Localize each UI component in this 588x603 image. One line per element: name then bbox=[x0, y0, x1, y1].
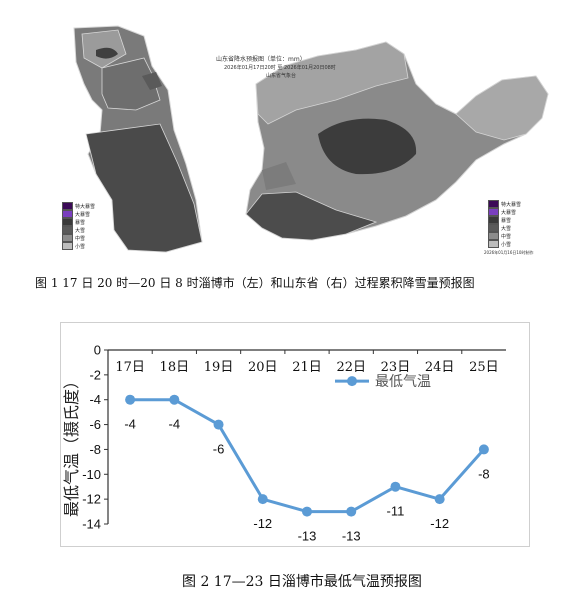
legend-item: 大雪 bbox=[62, 226, 95, 234]
legend-item: 特大暴雪 bbox=[62, 202, 95, 210]
legend-label: 大雪 bbox=[75, 227, 86, 234]
x-tick-label: 17日 bbox=[115, 360, 145, 375]
x-tick-label: 24日 bbox=[425, 360, 455, 375]
series-line bbox=[130, 398, 486, 514]
zibo-map bbox=[73, 25, 203, 253]
data-label: -12 bbox=[253, 516, 272, 531]
legend-label: 小雪 bbox=[501, 241, 512, 248]
x-tick-label: 21日 bbox=[292, 360, 322, 375]
map-issue-time: 2026年01月16日10时制作 bbox=[484, 250, 534, 255]
y-tick-label: -10 bbox=[82, 467, 101, 482]
y-tick-label: -8 bbox=[89, 442, 101, 457]
legend-label: 大雪 bbox=[501, 225, 512, 232]
y-tick-label: -14 bbox=[82, 517, 101, 532]
data-label: -6 bbox=[213, 442, 225, 457]
data-label: -12 bbox=[430, 516, 449, 531]
legend-label: 特大暴雪 bbox=[75, 203, 96, 210]
x-tick-label: 23日 bbox=[381, 360, 411, 375]
data-point bbox=[390, 481, 401, 492]
legend-swatch bbox=[488, 216, 499, 224]
x-tick-label: 25日 bbox=[469, 360, 499, 375]
data-label: -4 bbox=[169, 417, 181, 432]
legend-swatch bbox=[488, 208, 499, 216]
y-tick-label: -2 bbox=[89, 367, 101, 382]
data-point bbox=[213, 419, 224, 430]
data-point bbox=[434, 494, 445, 505]
min-temperature-line-chart: 0 -2 -4 -6 -8 -10 -12 -14 17日 18日 19日 20日 21日 22日 23日 2… bbox=[62, 343, 506, 544]
data-label: -4 bbox=[124, 417, 136, 432]
legend-swatch bbox=[62, 210, 73, 218]
data-point bbox=[125, 394, 136, 405]
x-tick-label: 22日 bbox=[336, 360, 366, 375]
legend-item: 大暴雪 bbox=[488, 208, 521, 216]
legend-label: 小雪 bbox=[75, 243, 86, 250]
legend-swatch bbox=[62, 242, 73, 250]
y-tick-label: -12 bbox=[82, 492, 101, 507]
figure-2-chart: 0 -2 -4 -6 -8 -10 -12 -14 17日 18日 19日 20日 21日 22日 23日 2… bbox=[60, 322, 530, 547]
data-label: -13 bbox=[298, 529, 317, 544]
shandong-map bbox=[245, 41, 549, 241]
legend-item: 暴雪 bbox=[62, 218, 95, 226]
data-point bbox=[302, 506, 312, 517]
legend-swatch bbox=[62, 202, 73, 210]
y-axis-title: 最低气温（摄氏度） bbox=[62, 373, 81, 517]
legend-label: 暴雪 bbox=[75, 219, 86, 226]
snowfall-maps bbox=[73, 25, 549, 253]
legend-swatch bbox=[488, 232, 499, 240]
legend-label: 暴雪 bbox=[501, 217, 512, 224]
legend-swatch bbox=[488, 224, 499, 232]
legend-label: 大暴雪 bbox=[75, 211, 91, 218]
x-tick-label: 18日 bbox=[160, 360, 190, 375]
data-label: -13 bbox=[342, 529, 361, 544]
data-label: -11 bbox=[387, 504, 405, 519]
figure-1-maps: 山东省降水预报图（单位：mm） 2026年01月17日20时 至 2026年01… bbox=[56, 14, 552, 260]
y-tick-label: -4 bbox=[89, 392, 101, 407]
legend-label: 最低气温 bbox=[375, 374, 431, 390]
legend-swatch bbox=[62, 218, 73, 226]
legend-item: 小雪 bbox=[62, 242, 95, 250]
x-tick-label: 20日 bbox=[248, 360, 278, 375]
data-point bbox=[478, 444, 489, 455]
data-point bbox=[346, 506, 357, 517]
y-tick-label: -6 bbox=[89, 417, 101, 432]
zibo-legend: 特大暴雪 大暴雪 暴雪 大雪 中雪 小雪 bbox=[62, 202, 95, 250]
legend-swatch bbox=[62, 234, 73, 242]
legend-label: 特大暴雪 bbox=[501, 201, 522, 208]
x-tick-label: 19日 bbox=[204, 360, 234, 375]
legend-marker bbox=[347, 376, 357, 387]
y-tick-label: 0 bbox=[94, 343, 101, 358]
legend-swatch bbox=[488, 240, 499, 248]
legend-item: 大雪 bbox=[488, 224, 521, 232]
legend-label: 中雪 bbox=[75, 235, 86, 242]
legend-item: 中雪 bbox=[488, 232, 521, 240]
data-label: -8 bbox=[478, 466, 490, 481]
legend-swatch bbox=[488, 200, 499, 208]
figure-2-caption: 图 2 17—23 日淄博市最低气温预报图 bbox=[182, 574, 422, 590]
legend-item: 小雪 bbox=[488, 240, 521, 248]
legend-item: 大暴雪 bbox=[62, 210, 95, 218]
legend-swatch bbox=[62, 226, 73, 234]
legend-item: 暴雪 bbox=[488, 216, 521, 224]
shandong-legend: 特大暴雪 大暴雪 暴雪 大雪 中雪 小雪 bbox=[488, 200, 521, 248]
figure-1-caption: 图 1 17 日 20 时—20 日 8 时淄博市（左）和山东省（右）过程累积降… bbox=[35, 276, 475, 290]
legend-label: 大暴雪 bbox=[501, 209, 517, 216]
map-title: 山东省降水预报图（单位：mm） bbox=[216, 56, 306, 63]
legend-item: 特大暴雪 bbox=[488, 200, 521, 208]
data-point bbox=[169, 394, 180, 405]
map-time-range: 2026年01月17日20时 至 2026年01月20日08时 bbox=[224, 65, 336, 71]
data-point bbox=[257, 494, 268, 505]
legend-label: 中雪 bbox=[501, 233, 512, 240]
legend-item: 中雪 bbox=[62, 234, 95, 242]
map-organization: 山东省气象台 bbox=[266, 73, 297, 79]
